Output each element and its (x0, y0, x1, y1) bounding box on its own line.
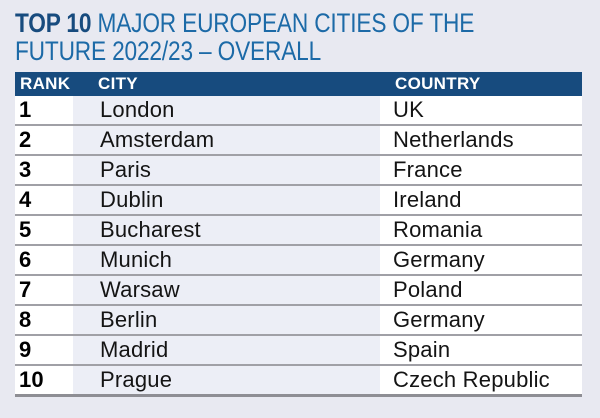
city-cell: London (73, 96, 380, 124)
table-row: 6 Munich Germany (15, 246, 582, 276)
table-body: 1 London UK 2 Amsterdam Netherlands 3 Paris Fran… (15, 96, 582, 397)
column-header-city: CITY (98, 74, 138, 93)
column-header-country: COUNTRY (395, 74, 481, 93)
country-cell: France (380, 156, 582, 184)
country-cell: UK (380, 96, 582, 124)
city-cell: Munich (73, 246, 380, 274)
page-title: TOP 10 MAJOR EUROPEAN CITIES OF THE FUTU… (15, 9, 536, 65)
country-cell: Romania (380, 216, 582, 244)
country-cell: Spain (380, 336, 582, 364)
city-cell: Berlin (73, 306, 380, 334)
rank-cell: 5 (15, 216, 73, 244)
rank-cell: 8 (15, 306, 73, 334)
column-header-rank: RANK (20, 74, 71, 93)
city-cell: Dublin (73, 186, 380, 214)
rank-cell: 6 (15, 246, 73, 274)
city-cell: Warsaw (73, 276, 380, 304)
country-cell: Ireland (380, 186, 582, 214)
city-cell: Bucharest (73, 216, 380, 244)
table-row: 1 London UK (15, 96, 582, 126)
table-row: 4 Dublin Ireland (15, 186, 582, 216)
table-row: 10 Prague Czech Republic (15, 366, 582, 397)
table-row: 9 Madrid Spain (15, 336, 582, 366)
table-header-row: RANK CITY COUNTRY (15, 72, 582, 96)
country-cell: Netherlands (380, 126, 582, 154)
rank-cell: 9 (15, 336, 73, 364)
title-top10: TOP 10 (15, 8, 92, 38)
table-row: 8 Berlin Germany (15, 306, 582, 336)
rank-cell: 7 (15, 276, 73, 304)
country-cell: Czech Republic (380, 366, 582, 394)
country-cell: Poland (380, 276, 582, 304)
rank-cell: 2 (15, 126, 73, 154)
table-row: 7 Warsaw Poland (15, 276, 582, 306)
city-cell: Amsterdam (73, 126, 380, 154)
title-subject: MAJOR EUROPEAN CITIES OF THE FUTURE 2022… (15, 8, 475, 66)
table-row: 3 Paris France (15, 156, 582, 186)
rank-cell: 1 (15, 96, 73, 124)
table-row: 2 Amsterdam Netherlands (15, 126, 582, 156)
rank-cell: 10 (15, 366, 73, 394)
country-cell: Germany (380, 306, 582, 334)
city-cell: Paris (73, 156, 380, 184)
city-cell: Madrid (73, 336, 380, 364)
rank-cell: 4 (15, 186, 73, 214)
city-cell: Prague (73, 366, 380, 394)
table-row: 5 Bucharest Romania (15, 216, 582, 246)
country-cell: Germany (380, 246, 582, 274)
rank-cell: 3 (15, 156, 73, 184)
